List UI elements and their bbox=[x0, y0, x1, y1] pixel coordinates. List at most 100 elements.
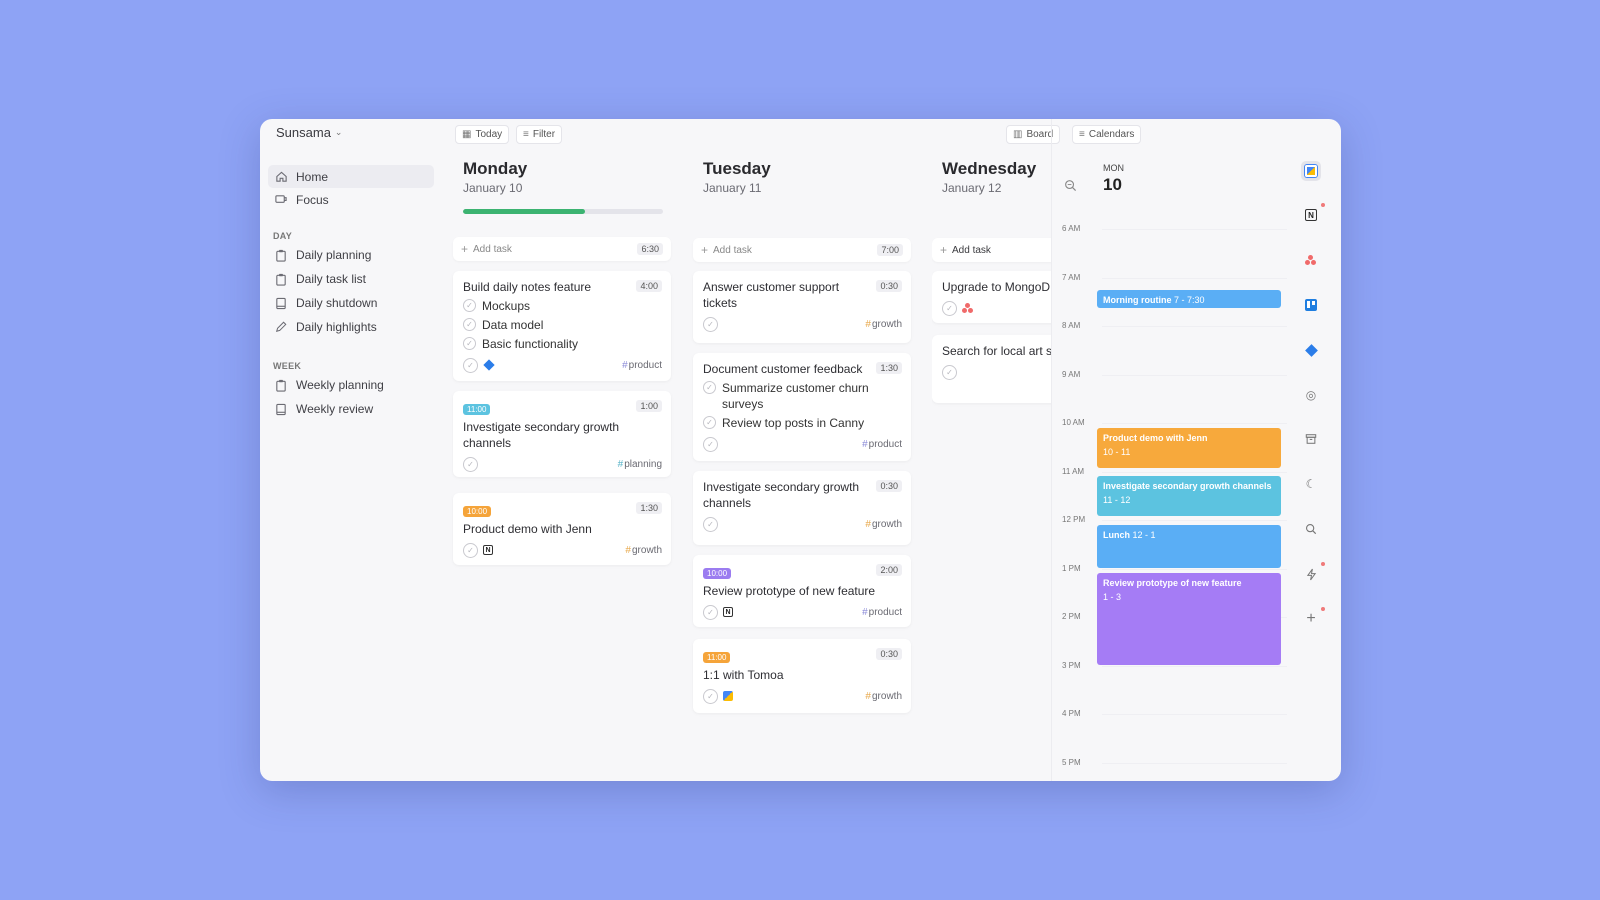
calendar-panel: MON 10 6 AM 7 AM 8 AM 9 AM 10 AM 11 AM 12 PM 1 … bbox=[1051, 119, 1341, 781]
sidebar-item-weekly-review[interactable]: Weekly review bbox=[268, 397, 434, 421]
sidebar-item-label: Daily planning bbox=[296, 248, 372, 262]
complete-check-icon[interactable]: ✓ bbox=[703, 689, 718, 704]
subtask[interactable]: ✓ Review top posts in Canny bbox=[703, 415, 902, 431]
clipboard-icon bbox=[274, 248, 288, 262]
complete-check-icon[interactable]: ✓ bbox=[942, 365, 957, 380]
sidebar-item-daily-highlights[interactable]: Daily highlights bbox=[268, 315, 434, 339]
sidebar-item-weekly-planning[interactable]: Weekly planning bbox=[268, 373, 434, 397]
subtask[interactable]: ✓ Data model bbox=[463, 317, 662, 333]
task-card[interactable]: 10:00 1:30 Product demo with Jenn ✓ N #g… bbox=[453, 493, 671, 565]
search-icon[interactable] bbox=[1301, 519, 1321, 539]
trello-icon[interactable] bbox=[1301, 295, 1321, 315]
event-title: Review prototype of new feature bbox=[1103, 578, 1242, 589]
hour-gridline bbox=[1102, 762, 1287, 764]
complete-check-icon[interactable]: ✓ bbox=[463, 457, 478, 472]
jira-icon[interactable] bbox=[1301, 340, 1321, 360]
subtask[interactable]: ✓ Mockups bbox=[463, 298, 662, 314]
add-task-button[interactable]: + Add task bbox=[932, 238, 1052, 262]
channel-tag[interactable]: #product bbox=[862, 438, 902, 450]
moon-icon[interactable]: ☾ bbox=[1305, 477, 1317, 491]
board-button[interactable]: ▥ Board bbox=[1006, 125, 1061, 144]
calendar-event[interactable]: Lunch 12 - 1 bbox=[1097, 524, 1281, 568]
complete-check-icon[interactable]: ✓ bbox=[703, 517, 718, 532]
check-icon[interactable]: ✓ bbox=[463, 318, 476, 331]
subtask[interactable]: ✓ Summarize customer churn surveys bbox=[703, 380, 902, 412]
channel-tag[interactable]: #growth bbox=[865, 518, 902, 530]
task-title: Document customer feedback bbox=[703, 362, 863, 376]
channel-tag[interactable]: #growth bbox=[865, 690, 902, 702]
complete-check-icon[interactable]: ✓ bbox=[703, 437, 718, 452]
hour-label: 10 AM bbox=[1062, 418, 1085, 427]
hour-label: 1 PM bbox=[1062, 563, 1081, 573]
calendar-event[interactable]: Morning routine 7 - 7:30 bbox=[1097, 289, 1281, 308]
calendar-event[interactable]: Review prototype of new feature 1 - 3 bbox=[1097, 573, 1281, 665]
complete-check-icon[interactable]: ✓ bbox=[703, 605, 718, 620]
complete-check-icon[interactable]: ✓ bbox=[463, 543, 478, 558]
add-task-label: Add task bbox=[713, 244, 752, 256]
task-card[interactable]: Document customer feedback 1:30 ✓ Summari… bbox=[693, 353, 911, 461]
archive-icon[interactable] bbox=[1301, 429, 1321, 449]
task-card[interactable]: Upgrade to MongoDB ✓ bbox=[932, 271, 1052, 323]
sidebar-item-label: Weekly review bbox=[296, 402, 374, 416]
google-calendar-icon[interactable] bbox=[1301, 161, 1321, 181]
zoom-icon[interactable] bbox=[1064, 179, 1077, 195]
add-task-label: Add task bbox=[952, 244, 991, 256]
calendar-event[interactable]: Investigate secondary growth channels 11… bbox=[1097, 476, 1281, 517]
asana-icon[interactable] bbox=[1301, 250, 1321, 270]
event-time: 1 - 3 bbox=[1103, 592, 1122, 603]
filter-button[interactable]: ≡ Filter bbox=[516, 125, 563, 144]
day-column-tuesday: Tuesday January 11 + Add task 7:00 Answe… bbox=[693, 159, 911, 713]
notion-icon[interactable]: N bbox=[1301, 205, 1321, 225]
check-icon[interactable]: ✓ bbox=[463, 299, 476, 312]
add-task-button[interactable]: + Add task 7:00 bbox=[693, 238, 911, 262]
add-task-label: Add task bbox=[473, 243, 512, 255]
today-button[interactable]: ▦ Today bbox=[455, 125, 510, 144]
week-list: Weekly planning Weekly review bbox=[268, 373, 434, 421]
complete-check-icon[interactable]: ✓ bbox=[463, 358, 478, 373]
workspace-switcher[interactable]: Sunsama ⌄ bbox=[276, 125, 342, 140]
task-card[interactable]: Build daily notes feature 4:00 ✓ Mockups … bbox=[453, 271, 671, 381]
complete-check-icon[interactable]: ✓ bbox=[942, 301, 957, 316]
channel-tag[interactable]: #growth bbox=[865, 318, 902, 330]
clipboard-icon bbox=[274, 378, 288, 392]
day-date: January 10 bbox=[463, 181, 523, 195]
nav-label: Home bbox=[296, 169, 329, 184]
nav-focus[interactable]: Focus bbox=[268, 188, 434, 211]
integrations-rail: N ◎ ☾ + bbox=[1294, 119, 1334, 781]
bolt-icon[interactable] bbox=[1301, 564, 1321, 584]
calendars-button[interactable]: ≡ Calendars bbox=[1072, 125, 1142, 144]
task-card[interactable]: 10:00 2:00 Review prototype of new featu… bbox=[693, 555, 911, 627]
check-icon[interactable]: ✓ bbox=[463, 337, 476, 350]
plus-icon[interactable]: + bbox=[1306, 610, 1316, 627]
task-card[interactable]: Investigate secondary growth channels 0:… bbox=[693, 471, 911, 545]
day-date: January 12 bbox=[942, 181, 1002, 195]
task-card[interactable]: Search for local art show First Friday ✓ bbox=[932, 335, 1052, 403]
task-card[interactable]: 11:00 0:30 1:1 with Tomoa ✓ #growth bbox=[693, 639, 911, 713]
task-card[interactable]: 11:00 1:00 Investigate secondary growth … bbox=[453, 391, 671, 477]
channel-tag[interactable]: #product bbox=[862, 606, 902, 618]
channel-tag[interactable]: #product bbox=[622, 359, 662, 371]
task-card[interactable]: Answer customer support tickets 0:30 ✓ #… bbox=[693, 271, 911, 343]
plus-icon: + bbox=[461, 242, 469, 256]
hour-gridline bbox=[1102, 714, 1287, 715]
check-icon[interactable]: ✓ bbox=[703, 381, 716, 394]
hour-gridline bbox=[1102, 520, 1287, 521]
task-title: Answer customer support tickets bbox=[703, 280, 840, 310]
complete-check-icon[interactable]: ✓ bbox=[703, 317, 718, 332]
sidebar-item-daily-planning[interactable]: Daily planning bbox=[268, 243, 434, 267]
check-icon[interactable]: ✓ bbox=[703, 416, 716, 429]
channel-tag[interactable]: #growth bbox=[625, 544, 662, 556]
task-duration: 1:00 bbox=[636, 400, 662, 412]
task-duration: 4:00 bbox=[636, 280, 662, 292]
task-title: Search for local art show First Friday bbox=[942, 344, 1052, 358]
calendar-event[interactable]: Product demo with Jenn 10 - 11 bbox=[1097, 427, 1281, 468]
nav-home[interactable]: Home bbox=[268, 165, 434, 188]
filter-icon: ≡ bbox=[523, 129, 529, 140]
sidebar-item-daily-shutdown[interactable]: Daily shutdown bbox=[268, 291, 434, 315]
subtask[interactable]: ✓ Basic functionality bbox=[463, 336, 662, 352]
sidebar-item-daily-task-list[interactable]: Daily task list bbox=[268, 267, 434, 291]
channel-tag[interactable]: #planning bbox=[617, 458, 662, 470]
add-task-button[interactable]: + Add task 6:30 bbox=[453, 237, 671, 261]
day-date: January 11 bbox=[703, 181, 762, 195]
target-icon[interactable]: ◎ bbox=[1305, 388, 1317, 402]
